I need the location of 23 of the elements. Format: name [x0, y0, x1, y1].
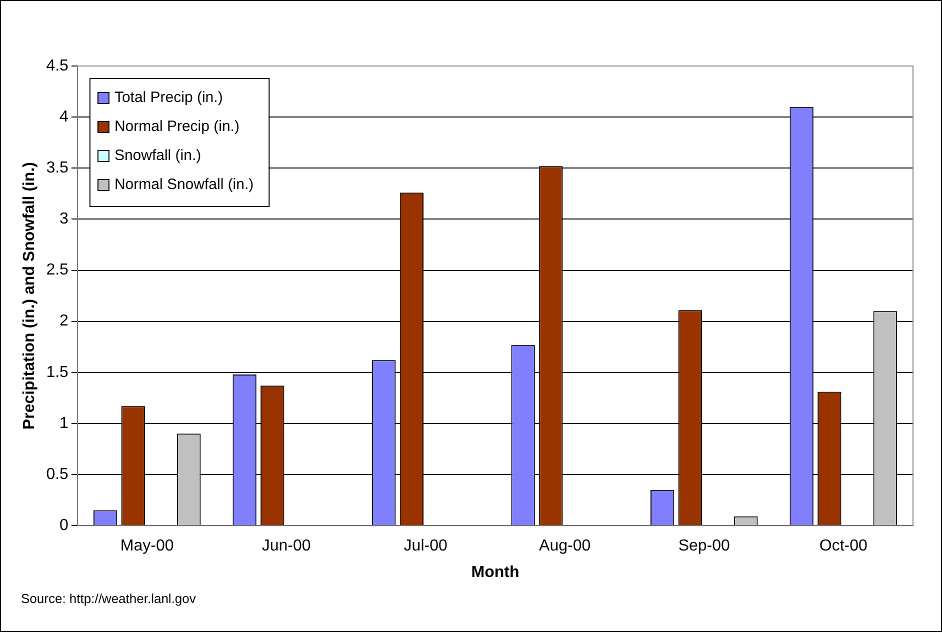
y-tick-label: 2.5 [46, 262, 69, 279]
legend-label: Normal Snowfall (in.) [114, 176, 254, 194]
y-axis-title: Precipitation (in.) and Snowfall (in.) [21, 162, 38, 430]
legend-label: Total Precip (in.) [114, 89, 223, 106]
source-note: Source: http://weather.lanl.gov [21, 591, 196, 606]
y-tick-label: 3 [60, 210, 69, 228]
y-tick-label: 4 [60, 108, 69, 126]
y-tick-label: 0.5 [46, 466, 69, 483]
x-tick-label: Aug-00 [539, 538, 591, 555]
y-tick-label: 1 [60, 414, 69, 432]
y-tick-label: 0 [60, 517, 69, 534]
x-tick-label: May-00 [120, 538, 174, 555]
x-tick-label: Oct-00 [819, 538, 868, 555]
x-tick-label: Jul-00 [404, 538, 448, 555]
y-tick-label: 4.5 [46, 57, 69, 74]
x-axis-title: Month [471, 564, 520, 581]
y-tick-label: 2 [60, 312, 69, 330]
y-tick-label: 1.5 [46, 364, 69, 381]
legend-label: Normal Precip (in.) [114, 118, 240, 136]
x-tick-label: Jun-00 [262, 538, 311, 555]
legend-label: Snowfall (in.) [114, 147, 202, 164]
x-tick-label: Sep-00 [678, 538, 730, 555]
y-tick-label: 3.5 [46, 160, 69, 177]
